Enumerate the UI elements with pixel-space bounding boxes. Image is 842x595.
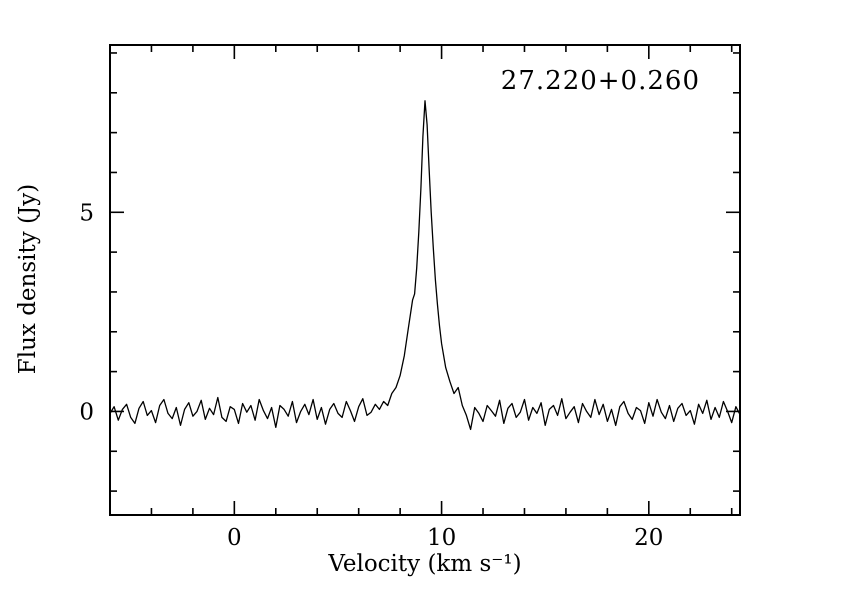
tick-label: 0 — [79, 399, 94, 425]
plot-frame — [109, 44, 741, 516]
source-label: 27.220+0.260 — [500, 66, 700, 96]
y-axis-label: Flux density (Jy) — [15, 183, 41, 375]
spectrum-trace — [109, 100, 741, 431]
x-axis-label: Velocity (km s⁻¹) — [328, 551, 522, 577]
tick-label: 20 — [634, 525, 663, 551]
tick-label: 0 — [227, 525, 242, 551]
tick-label: 5 — [79, 200, 94, 226]
tick-label: 10 — [427, 525, 456, 551]
